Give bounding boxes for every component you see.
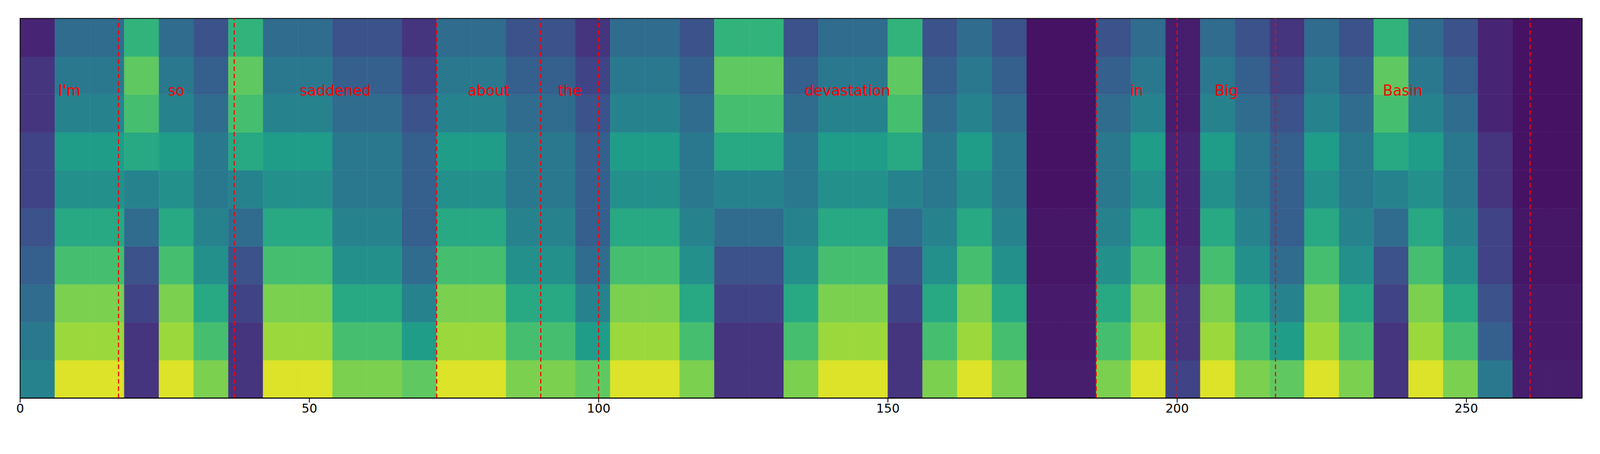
svg-text:Big: Big <box>1214 82 1239 99</box>
svg-text:250: 250 <box>1454 401 1479 416</box>
svg-text:in: in <box>1130 82 1144 99</box>
svg-text:so: so <box>168 82 185 99</box>
svg-text:devastation: devastation <box>804 82 891 99</box>
svg-text:150: 150 <box>876 401 900 416</box>
svg-text:50: 50 <box>301 401 318 416</box>
svg-text:Basin: Basin <box>1383 82 1423 99</box>
svg-text:200: 200 <box>1165 401 1189 416</box>
svg-text:about: about <box>467 82 510 99</box>
svg-text:0: 0 <box>16 401 25 416</box>
svg-text:saddened: saddened <box>299 82 371 99</box>
svg-text:100: 100 <box>586 401 611 416</box>
svg-text:I'm: I'm <box>58 82 81 99</box>
svg-text:the: the <box>557 82 582 99</box>
